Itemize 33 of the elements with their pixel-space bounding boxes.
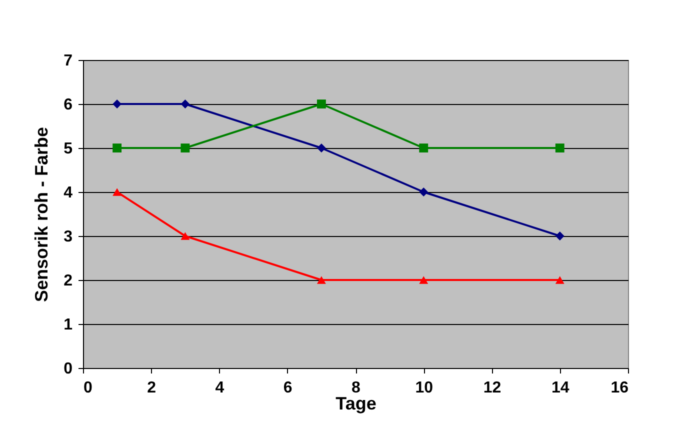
x-tick-label: 16 — [610, 380, 629, 396]
y-tick-label: 0 — [64, 360, 73, 378]
y-tick-label: 5 — [64, 140, 73, 158]
x-tick-label: 8 — [352, 380, 361, 396]
point — [180, 232, 190, 240]
point — [316, 144, 326, 152]
x-tick-label: 0 — [84, 380, 92, 396]
point — [555, 276, 564, 284]
x-tick-label: 2 — [147, 380, 156, 396]
point — [180, 144, 190, 152]
point — [419, 188, 428, 196]
y-tick-label: 2 — [64, 272, 73, 290]
point — [180, 100, 190, 108]
x-tick-label: 4 — [215, 380, 224, 396]
y-tick-label: 3 — [64, 228, 73, 246]
point — [316, 276, 326, 284]
point — [419, 276, 428, 284]
y-tick-label: 7 — [64, 52, 73, 70]
y-tick-label: 4 — [64, 184, 73, 202]
x-tick-label: 14 — [551, 380, 570, 396]
x-tick-label: 10 — [415, 380, 434, 396]
point — [555, 232, 564, 240]
point — [555, 144, 564, 152]
y-tick-label: 1 — [64, 316, 73, 334]
x-tick-label: 6 — [283, 380, 292, 396]
point — [419, 144, 428, 152]
point — [112, 188, 122, 196]
x-tick-label: 12 — [483, 380, 502, 396]
point — [112, 144, 122, 152]
x-axis-title: Tage — [336, 394, 376, 414]
y-axis-title: Sensorik roh - Farbe — [32, 126, 52, 302]
point — [316, 100, 326, 108]
y-tick-label: 6 — [64, 96, 73, 114]
